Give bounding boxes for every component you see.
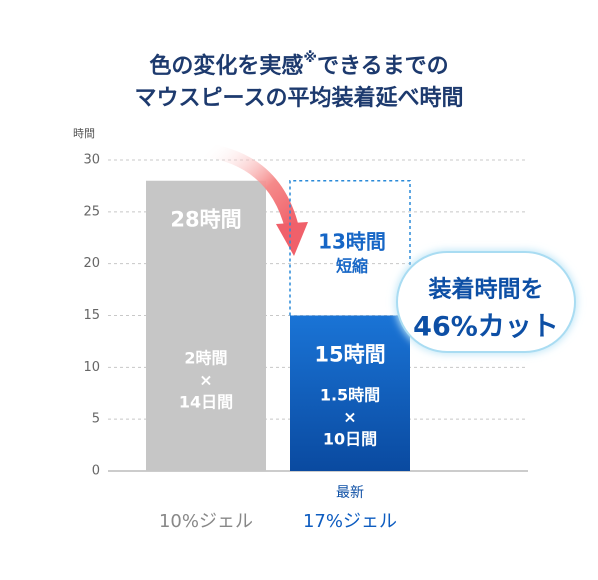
bar-note: 14日間 xyxy=(179,393,233,412)
y-tick-label: 15 xyxy=(83,308,100,323)
x-tick-label: 17%ジェル xyxy=(303,511,397,532)
title: 色の変化を実感※できるまでの マウスピースの平均装着延べ時間 xyxy=(135,50,464,111)
badge-line1: 装着時間を xyxy=(429,276,544,303)
annotation: 短縮 xyxy=(336,257,368,276)
badge xyxy=(396,251,576,353)
y-tick-label: 30 xyxy=(83,153,100,168)
title-line2: マウスピースの平均装着延べ時間 xyxy=(135,85,464,111)
y-tick-label: 10 xyxy=(83,360,100,375)
bar-note: 2時間 xyxy=(184,349,227,368)
y-tick-label: 20 xyxy=(83,256,100,271)
y-tick-label: 25 xyxy=(83,204,100,219)
bar-note: 10日間 xyxy=(323,430,377,449)
category-tag: 最新 xyxy=(336,485,364,501)
bar-note: × xyxy=(199,371,212,390)
bar xyxy=(146,180,266,471)
y-axis-label: 時間 xyxy=(73,127,95,140)
value-label: 15時間 xyxy=(314,343,385,367)
y-tick-label: 0 xyxy=(92,464,100,479)
value-label: 28時間 xyxy=(170,208,241,232)
bar-note: × xyxy=(343,408,356,427)
y-tick-label: 5 xyxy=(92,412,100,427)
arrow-head xyxy=(276,222,308,256)
arrow xyxy=(203,143,299,230)
bar xyxy=(290,315,410,471)
x-tick-label: 10%ジェル xyxy=(159,511,253,532)
badge-line2: 46%カット xyxy=(413,312,559,343)
annotation: 13時間 xyxy=(318,230,386,254)
title-line1: 色の変化を実感※できるまでの xyxy=(149,50,448,79)
bar-note: 1.5時間 xyxy=(320,386,380,405)
reduction-box xyxy=(289,179,411,316)
